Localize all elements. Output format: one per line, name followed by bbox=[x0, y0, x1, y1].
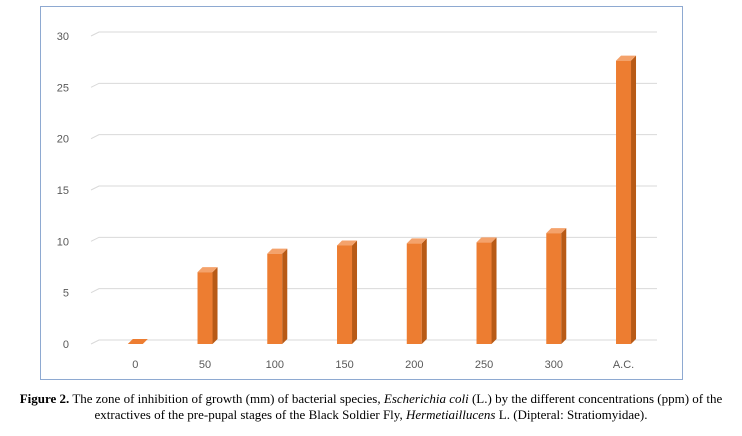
x-tick-label-1: 50 bbox=[199, 359, 211, 371]
x-tick-label-2: 100 bbox=[266, 359, 284, 371]
y-tick-label-1: 5 bbox=[63, 288, 69, 300]
bar-front-A.C. bbox=[616, 60, 632, 344]
bar-side-250 bbox=[491, 237, 497, 344]
bar-top-200 bbox=[406, 238, 427, 244]
x-tick-label-5: 250 bbox=[475, 359, 493, 371]
gridline-5 bbox=[90, 82, 657, 88]
x-tick-label-4: 200 bbox=[405, 359, 423, 371]
gridline-1 bbox=[90, 288, 657, 294]
bar-front-50 bbox=[197, 272, 213, 344]
bar-front-250 bbox=[476, 242, 492, 344]
gridline-6 bbox=[90, 31, 657, 37]
gridlines bbox=[90, 31, 657, 345]
bar-side-300 bbox=[561, 228, 567, 344]
y-tick-label-6: 30 bbox=[57, 31, 69, 43]
bar-top-250 bbox=[476, 237, 497, 243]
gridline-3 bbox=[90, 185, 657, 191]
bar-250 bbox=[476, 237, 497, 344]
figure-caption: Figure 2. The zone of inhibition of grow… bbox=[0, 391, 742, 423]
y-tick-label-3: 15 bbox=[57, 185, 69, 197]
x-tick-label-6: 300 bbox=[545, 359, 563, 371]
gridline-0 bbox=[90, 339, 657, 345]
bar-top-150 bbox=[337, 240, 358, 246]
bar-chart: 0 5 10 15 20 25 30 0 50 100 150 200 250 300 A.C. bbox=[57, 31, 657, 371]
bar-front-300 bbox=[546, 233, 562, 344]
bar-200 bbox=[406, 238, 427, 344]
bar-side-50 bbox=[212, 267, 218, 344]
y-axis-tick-labels: 0 5 10 15 20 25 30 bbox=[57, 31, 69, 351]
bar-0 bbox=[127, 339, 148, 344]
bar-side-200 bbox=[421, 238, 427, 344]
bar-A.C. bbox=[616, 55, 637, 344]
bar-top-A.C. bbox=[616, 55, 637, 61]
bar-150 bbox=[337, 240, 358, 344]
caption-label: Figure 2. bbox=[19, 391, 70, 406]
bar-100 bbox=[267, 248, 288, 344]
bar-side-100 bbox=[282, 248, 288, 344]
bar-top-50 bbox=[197, 267, 218, 273]
x-tick-label-7: A.C. bbox=[613, 359, 634, 371]
bar-top-0 bbox=[127, 339, 148, 344]
caption-text-2: (L.) by the different concentrations (pp… bbox=[94, 391, 723, 422]
bars bbox=[127, 55, 637, 344]
bar-top-100 bbox=[267, 248, 288, 254]
bar-top-300 bbox=[546, 228, 567, 234]
y-tick-label-0: 0 bbox=[63, 339, 69, 351]
bar-side-A.C. bbox=[631, 55, 637, 344]
x-tick-label-3: 150 bbox=[335, 359, 353, 371]
gridline-2 bbox=[90, 236, 657, 242]
chart-frame: 0 5 10 15 20 25 30 0 50 100 150 200 250 300 A.C. bbox=[40, 6, 683, 380]
bar-50 bbox=[197, 267, 218, 344]
bar-front-150 bbox=[337, 245, 353, 344]
bar-front-100 bbox=[267, 253, 283, 344]
y-tick-label-5: 25 bbox=[57, 82, 69, 94]
caption-text-3: L. (Dipteral: Stratiomyidae). bbox=[495, 407, 648, 422]
caption-species-1: Escherichia coli bbox=[383, 391, 469, 406]
x-axis-tick-labels: 0 50 100 150 200 250 300 A.C. bbox=[132, 359, 634, 371]
gridline-4 bbox=[90, 134, 657, 140]
caption-species-2: Hermetiaillucens bbox=[405, 407, 496, 422]
y-tick-label-2: 10 bbox=[57, 236, 69, 248]
y-tick-label-4: 20 bbox=[57, 134, 69, 146]
bar-side-150 bbox=[352, 240, 358, 344]
x-tick-label-0: 0 bbox=[132, 359, 138, 371]
bar-300 bbox=[546, 228, 567, 344]
bar-front-200 bbox=[406, 243, 422, 344]
caption-text-1: The zone of inhibition of growth (mm) of… bbox=[69, 391, 384, 406]
